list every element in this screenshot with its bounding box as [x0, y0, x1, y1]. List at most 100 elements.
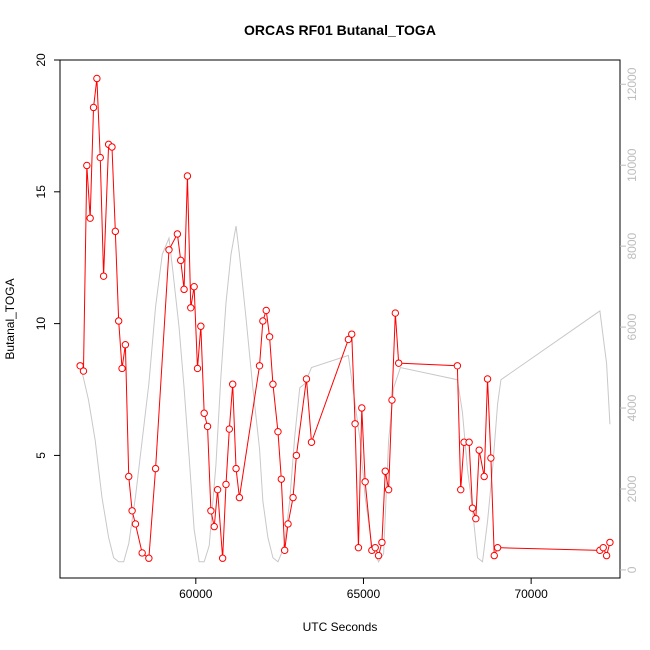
x-axis-tick-label: 60000	[179, 587, 213, 601]
data-point	[151, 464, 160, 473]
data-point	[344, 335, 353, 344]
x-axis-label: UTC Seconds	[303, 620, 378, 634]
data-point	[490, 551, 498, 560]
data-point	[114, 317, 123, 325]
y2-axis-tick-label: 4000	[625, 394, 639, 421]
data-point	[348, 330, 356, 338]
data-point	[487, 454, 495, 462]
data-point	[255, 362, 264, 370]
data-point	[93, 74, 101, 83]
data-point	[99, 272, 108, 280]
data-point	[361, 478, 369, 486]
data-point	[457, 485, 465, 494]
data-point	[602, 551, 611, 560]
data-point	[384, 485, 393, 494]
data-point	[232, 464, 240, 473]
y2-axis-tick-label: 0	[625, 566, 639, 573]
data-point	[277, 475, 286, 483]
y-axis-label: Butanal_TOGA	[3, 278, 17, 359]
data-point	[222, 480, 230, 489]
data-point	[381, 467, 389, 475]
data-point	[200, 409, 208, 417]
data-point	[86, 214, 94, 222]
data-point	[187, 304, 195, 312]
data-point	[118, 364, 126, 373]
data-point	[83, 161, 91, 170]
chart-title: ORCAS RF01 Butanal_TOGA	[244, 22, 436, 38]
data-point	[79, 367, 88, 375]
data-point	[292, 451, 301, 460]
data-point	[177, 256, 185, 265]
data-point	[203, 422, 212, 431]
data-point	[351, 420, 359, 428]
data-point	[280, 546, 289, 555]
data-point	[108, 143, 116, 151]
y2-axis-tick-label: 6000	[625, 313, 639, 340]
data-point	[197, 322, 205, 330]
data-point	[374, 551, 383, 560]
data-point	[207, 507, 215, 515]
data-point	[284, 520, 292, 528]
x-axis-tick-label: 65000	[347, 587, 381, 601]
x-axis-tick-label: 70000	[514, 587, 548, 601]
data-point	[228, 380, 237, 388]
data-point	[165, 246, 173, 254]
data-point	[138, 549, 146, 557]
data-point	[606, 538, 614, 547]
data-point	[388, 396, 396, 404]
data-point	[354, 543, 363, 552]
plot-frame	[59, 59, 621, 579]
series-line-butanal	[79, 78, 611, 560]
data-point	[193, 364, 202, 373]
data-point	[468, 504, 477, 512]
y2-axis-tick-label: 2000	[625, 475, 639, 502]
data-point	[453, 362, 462, 370]
y2-axis-tick-label: 8000	[625, 232, 639, 259]
data-point	[183, 172, 192, 180]
data-point	[111, 227, 120, 236]
data-point	[394, 359, 403, 367]
data-point	[121, 341, 130, 349]
data-point	[289, 493, 297, 502]
data-point	[480, 472, 488, 481]
data-point	[180, 285, 188, 294]
data-point	[131, 520, 140, 528]
y-axis-tick-label: 5	[34, 452, 48, 459]
data-point	[302, 375, 311, 383]
data-point	[125, 472, 133, 481]
data-point	[269, 380, 277, 388]
data-point	[213, 485, 222, 494]
data-point	[210, 522, 218, 531]
y2-axis-tick-label: 12000	[625, 67, 639, 101]
data-point	[190, 283, 198, 291]
y-axis-tick-label: 20	[34, 53, 48, 67]
data-point	[225, 425, 234, 433]
data-point	[265, 333, 274, 341]
data-point	[274, 427, 282, 436]
data-point	[599, 543, 607, 552]
data-point	[472, 514, 480, 523]
y-axis-tick-label: 15	[34, 185, 48, 199]
data-point	[235, 493, 244, 502]
y2-axis-tick-label: 10000	[625, 148, 639, 182]
data-point	[371, 543, 379, 552]
data-point	[96, 153, 104, 162]
data-point	[465, 438, 473, 446]
data-point	[358, 404, 366, 412]
data-point	[89, 103, 98, 112]
data-point	[493, 543, 502, 552]
data-point	[259, 317, 267, 325]
data-point	[128, 507, 136, 515]
series-line-secondary	[79, 225, 611, 563]
data-point	[218, 554, 227, 562]
data-point	[262, 306, 270, 315]
data-point	[378, 538, 386, 547]
data-point	[76, 362, 84, 370]
data-point	[483, 375, 492, 383]
data-point	[307, 438, 316, 446]
data-point	[173, 230, 182, 238]
y-axis-tick-label: 10	[34, 317, 48, 331]
data-point	[145, 554, 153, 562]
data-point	[391, 309, 400, 317]
